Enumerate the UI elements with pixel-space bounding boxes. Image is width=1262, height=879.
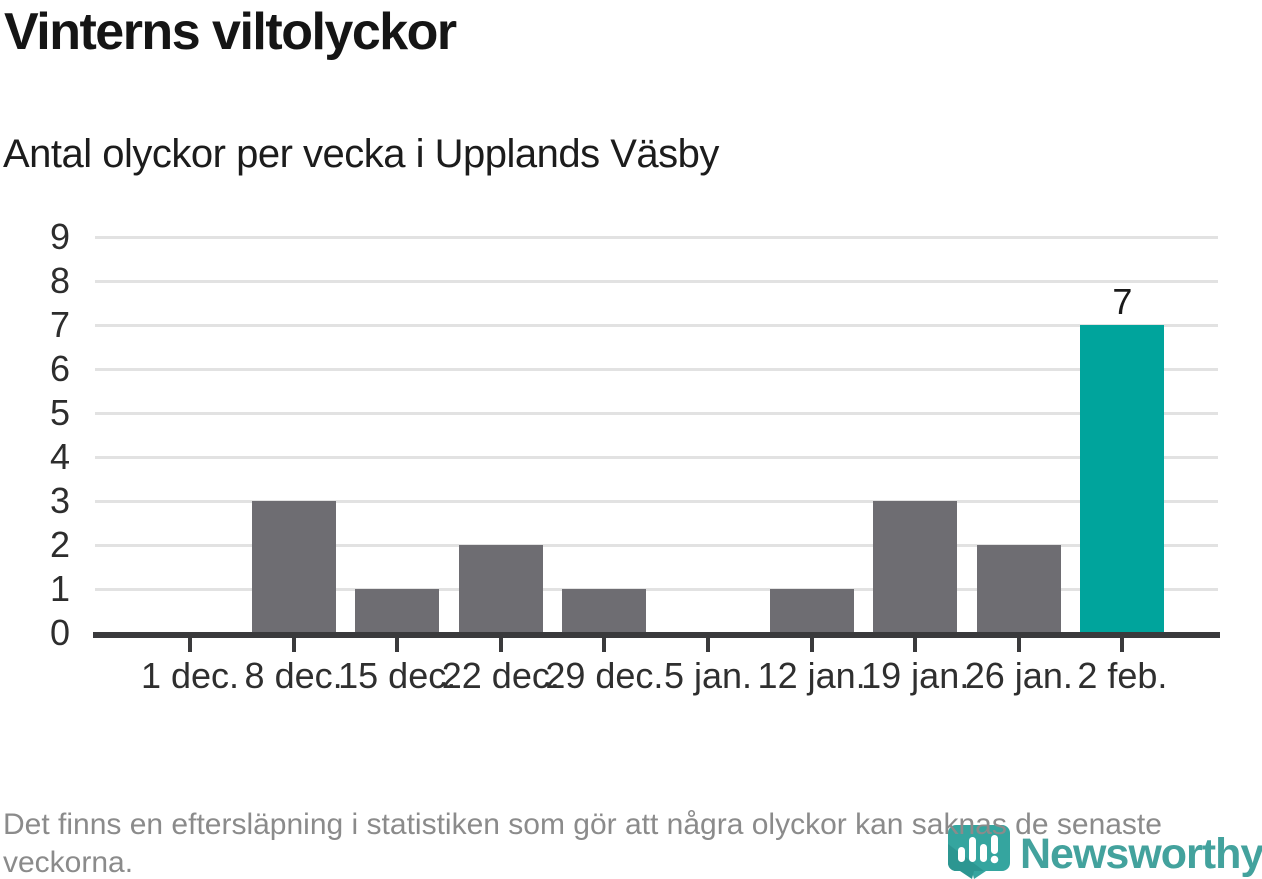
bar [355, 589, 440, 633]
y-gridline [95, 324, 1218, 327]
y-gridline [95, 500, 1218, 503]
y-axis-tick-label: 4 [49, 436, 70, 477]
x-axis-tick [1016, 638, 1021, 652]
x-axis-line [93, 632, 1220, 638]
bar [976, 545, 1061, 633]
y-gridline [95, 236, 1218, 239]
newsworthy-bubble-chart-icon [948, 825, 1010, 879]
y-gridline [95, 544, 1218, 547]
bar [562, 589, 647, 633]
bar [873, 501, 958, 633]
y-axis-tick-label: 2 [49, 524, 70, 565]
x-axis-tick [395, 638, 400, 652]
y-axis-tick-label: 8 [49, 260, 70, 301]
x-axis-tick-label: 22 dec. [441, 655, 560, 696]
x-axis-tick-label: 12 jan. [757, 655, 866, 696]
y-gridline [95, 368, 1218, 371]
x-axis-tick-label: 1 dec. [140, 655, 240, 696]
y-axis-tick-label: 7 [49, 304, 70, 345]
y-gridline [95, 456, 1218, 459]
bar-value-label: 7 [1112, 281, 1133, 322]
y-axis-tick-label: 1 [49, 568, 70, 609]
x-axis-tick-label: 2 feb. [1077, 655, 1168, 696]
y-axis-tick-label: 3 [49, 480, 70, 521]
x-axis-tick-label: 26 jan. [964, 655, 1073, 696]
y-axis-tick-label: 6 [49, 348, 70, 389]
y-gridline [95, 412, 1218, 415]
bar [1080, 325, 1165, 633]
x-axis-tick-label: 8 dec. [244, 655, 343, 696]
bar [251, 501, 336, 633]
y-axis-tick-label: 5 [49, 392, 70, 433]
x-axis-tick [291, 638, 296, 652]
x-axis-tick-label: 15 dec. [338, 655, 457, 696]
x-axis-tick-label: 29 dec. [545, 655, 664, 696]
x-axis-tick-label: 5 jan. [663, 655, 753, 696]
newsworthy-wordmark: Newsworthy [1020, 830, 1262, 878]
x-axis-tick [1120, 638, 1125, 652]
chart-subtitle: Antal olyckor per vecka i Upplands Väsby [3, 132, 719, 176]
x-axis-tick [706, 638, 710, 652]
bar [769, 589, 854, 633]
y-axis-tick-label: 9 [49, 216, 70, 257]
x-axis-tick [809, 638, 814, 652]
y-axis-tick-label: 0 [49, 612, 70, 653]
newsworthy-logo: Newsworthy [946, 824, 1262, 879]
bar [458, 545, 543, 633]
x-axis-tick [498, 638, 503, 652]
x-axis-tick [602, 638, 607, 652]
y-gridline [95, 280, 1218, 283]
page-title: Vinterns viltolyckor [4, 3, 457, 61]
chart-footnote: Det finns en eftersläpning i statistiken… [3, 808, 1162, 879]
x-axis-tick [188, 638, 192, 652]
y-gridline [95, 588, 1218, 591]
x-axis-tick-label: 19 jan. [861, 655, 970, 696]
x-axis-tick [913, 638, 918, 652]
